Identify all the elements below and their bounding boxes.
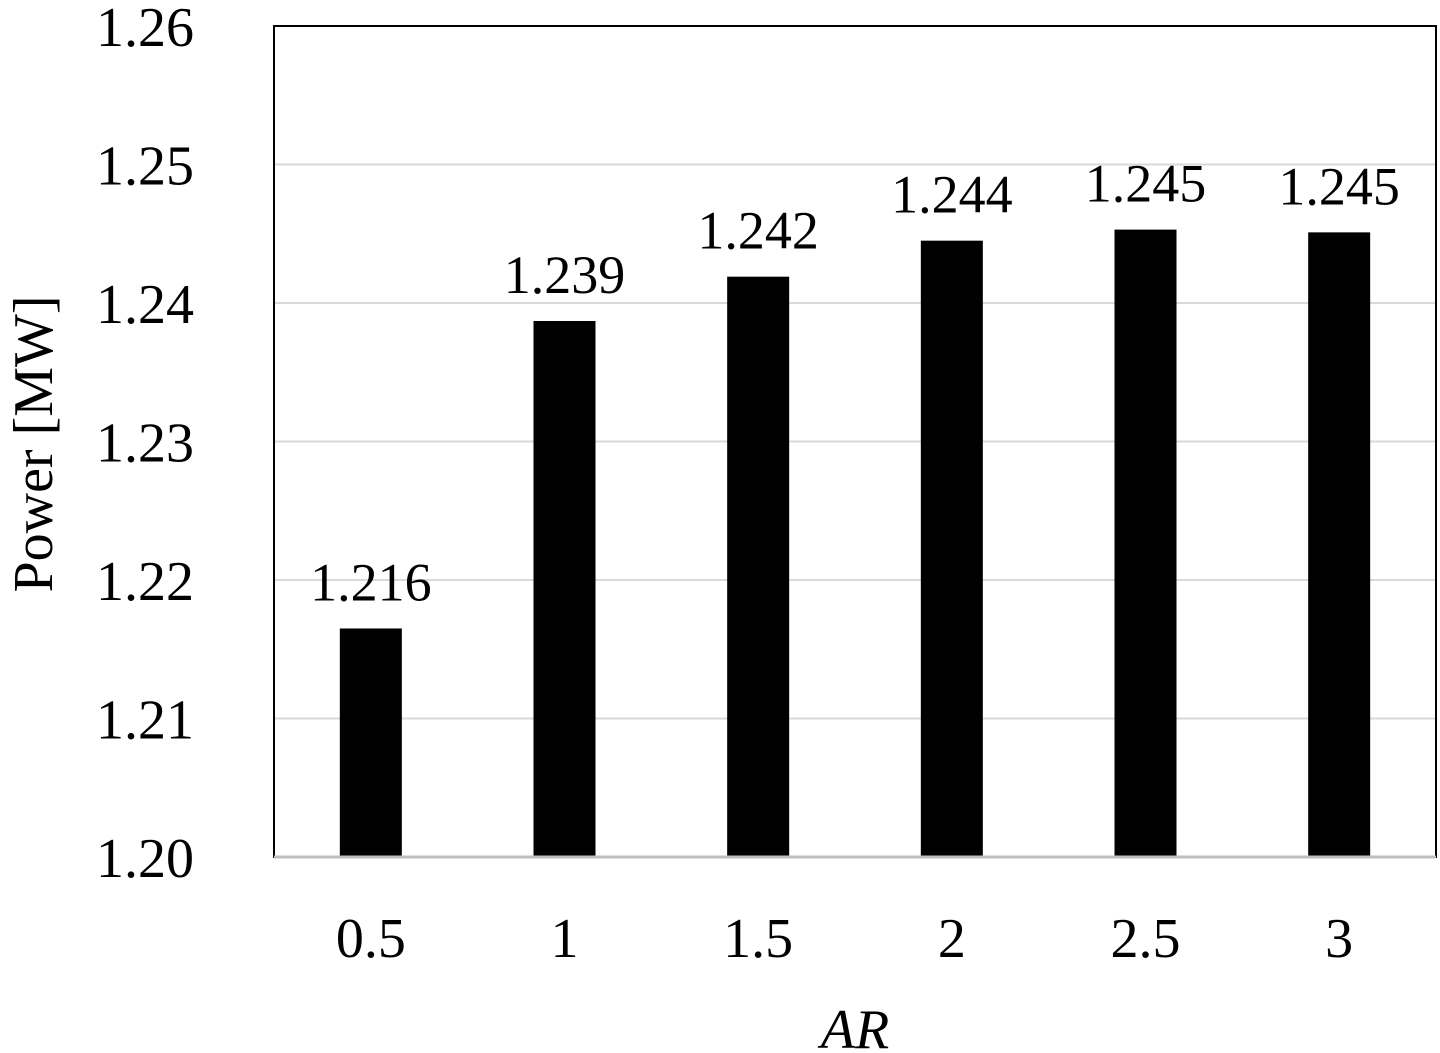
data-labels: 1.216 1.239 1.242 1.244 1.245 1.245	[310, 154, 1400, 613]
bar	[1114, 229, 1177, 858]
bar	[339, 628, 402, 857]
data-label: 1.245	[1278, 156, 1400, 216]
y-tick-label: 1.21	[96, 690, 194, 752]
bar	[920, 240, 983, 858]
bar	[727, 276, 790, 857]
y-tick-label: 1.26	[96, 0, 194, 59]
bars	[339, 229, 1371, 858]
y-tick-label: 1.23	[96, 413, 194, 475]
plot-frame	[273, 25, 1437, 859]
data-label: 1.239	[504, 245, 626, 305]
y-tick-label: 1.24	[96, 274, 194, 336]
bar	[533, 321, 596, 857]
x-axis-label: AR	[817, 999, 889, 1053]
x-tick-label: 1.5	[723, 908, 793, 970]
y-axis-label: Power [MW]	[3, 295, 65, 592]
y-tick-label: 1.22	[96, 551, 194, 613]
data-label: 1.245	[1085, 154, 1207, 214]
y-tick-label: 1.20	[96, 828, 194, 890]
data-label: 1.244	[891, 165, 1013, 225]
data-label: 1.242	[697, 201, 819, 261]
x-tick-label: 2.5	[1111, 908, 1181, 970]
x-tick-label: 3	[1325, 908, 1353, 970]
y-tick-labels: 1.20 1.21 1.22 1.23 1.24 1.25 1.26	[96, 0, 194, 890]
bar	[1308, 232, 1371, 858]
y-tick-label: 1.25	[96, 136, 194, 198]
x-tick-labels: 0.5 1 1.5 2 2.5 3	[336, 908, 1353, 970]
data-label: 1.216	[310, 552, 432, 612]
x-tick-label: 0.5	[336, 908, 406, 970]
x-tick-label: 2	[938, 908, 966, 970]
x-tick-label: 1	[551, 908, 579, 970]
gridlines	[274, 163, 1436, 720]
